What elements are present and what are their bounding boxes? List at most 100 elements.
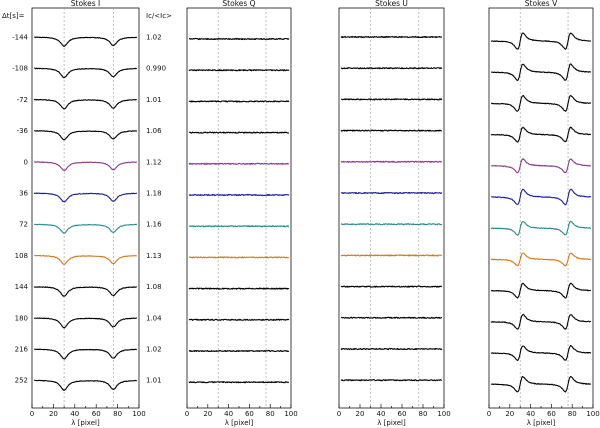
ratio-header: Iᴄ/<Iᴄ> xyxy=(146,12,172,20)
x-tick-label-3-2: 40 xyxy=(526,410,535,418)
x-tick-label-3-3: 60 xyxy=(547,410,556,418)
x-tick-label-3-5: 100 xyxy=(586,410,599,418)
profile-flat-1-row-6 xyxy=(188,225,290,228)
profile-curves xyxy=(33,32,592,393)
profile-flat-1-row-0 xyxy=(189,37,290,41)
x-tick-label-3-4: 80 xyxy=(568,410,577,418)
profile-v-3-row-0 xyxy=(490,32,591,50)
profile-i-0-row-3 xyxy=(33,130,138,141)
row-ratio-11: 1.01 xyxy=(146,377,162,385)
x-tick-label-0-1: 20 xyxy=(49,410,58,418)
x-tick-label-2-5: 100 xyxy=(437,410,450,418)
row-ratio-6: 1.16 xyxy=(146,221,162,229)
profile-i-0-row-0 xyxy=(33,36,138,47)
profile-flat-1-row-2 xyxy=(188,100,290,103)
profile-flat-2-row-3 xyxy=(340,129,443,132)
xlabel-q: λ [pixel] xyxy=(225,419,254,427)
xlabel-u: λ [pixel] xyxy=(377,419,406,427)
profile-flat-1-row-9 xyxy=(188,318,290,321)
row-ratio-5: 1.18 xyxy=(146,190,162,198)
profile-flat-2-row-8 xyxy=(340,285,442,288)
x-tick-label-1-3: 60 xyxy=(245,410,254,418)
axis-ticks: 0 20 40 60 80 100 0 20 40 60 80 100 0 20 40 60 80 100 0 20 4… xyxy=(30,404,600,418)
panel-title-q: Stokes Q xyxy=(222,0,255,8)
x-tick-label-0-4: 80 xyxy=(113,410,122,418)
panel-frame-q xyxy=(186,7,292,409)
profile-flat-2-row-4 xyxy=(340,160,443,163)
profile-v-3-row-3 xyxy=(490,126,592,143)
row-time-10: 216 xyxy=(15,346,29,354)
profile-flat-2-row-0 xyxy=(340,35,443,39)
x-tick-label-2-4: 80 xyxy=(419,410,428,418)
row-time-1: -108 xyxy=(12,65,28,73)
row-ratio-2: 1.01 xyxy=(146,96,162,104)
profile-flat-1-row-4 xyxy=(188,162,290,165)
profile-i-0-row-10 xyxy=(33,348,137,360)
x-tick-label-0-2: 40 xyxy=(70,410,79,418)
row-time-2: -72 xyxy=(17,96,28,104)
profile-flat-2-row-10 xyxy=(340,347,443,351)
x-tick-label-1-5: 100 xyxy=(284,410,297,418)
profile-v-3-row-9 xyxy=(490,313,592,330)
xlabel-i: λ [pixel] xyxy=(71,419,100,427)
profile-v-3-row-5 xyxy=(490,188,592,206)
profile-i-0-row-6 xyxy=(33,223,138,234)
row-time-5: 36 xyxy=(19,190,28,198)
panel-title-u: Stokes U xyxy=(375,0,408,8)
profile-flat-2-row-9 xyxy=(340,316,443,319)
profile-flat-1-row-3 xyxy=(188,131,289,134)
x-tick-label-0-0: 0 xyxy=(30,410,34,418)
row-ratio-7: 1.13 xyxy=(146,252,162,260)
row-ratio-4: 1.12 xyxy=(146,158,162,166)
profile-flat-2-row-6 xyxy=(340,223,443,226)
profile-flat-1-row-8 xyxy=(188,287,290,290)
profile-flat-1-row-10 xyxy=(188,349,290,353)
row-time-4: 0 xyxy=(24,158,28,166)
row-time-7: 108 xyxy=(15,252,28,260)
panel-title-v: Stokes V xyxy=(525,0,558,8)
guide-lines xyxy=(63,8,569,408)
row-ratio-1: 0.990 xyxy=(146,65,166,73)
profile-flat-1-row-1 xyxy=(188,69,290,72)
profile-v-3-row-4 xyxy=(490,158,591,174)
row-time-3: -36 xyxy=(17,127,29,135)
profile-v-3-row-11 xyxy=(490,375,592,393)
profile-flat-2-row-2 xyxy=(340,98,443,101)
x-tick-label-2-3: 60 xyxy=(398,410,407,418)
profile-v-3-row-2 xyxy=(491,94,592,112)
row-time-9: 180 xyxy=(15,314,28,322)
profile-flat-2-row-1 xyxy=(340,67,443,70)
time-header: Δt[s]= xyxy=(2,12,25,20)
profile-flat-2-row-5 xyxy=(340,191,443,195)
profile-i-0-row-9 xyxy=(33,317,138,329)
profile-i-0-row-1 xyxy=(34,67,138,79)
profile-i-0-row-8 xyxy=(33,286,138,297)
row-labels: -144 1.02 -108 0.990 -72 1.01 -36 1.06 0 1.12 36 1.… xyxy=(12,34,166,385)
x-tick-label-1-4: 80 xyxy=(266,410,275,418)
row-ratio-3: 1.06 xyxy=(146,127,162,135)
row-time-6: 72 xyxy=(19,221,28,229)
profile-v-3-row-8 xyxy=(490,282,591,299)
panel-frame-v xyxy=(488,7,594,409)
profile-flat-2-row-11 xyxy=(340,379,443,382)
x-tick-label-3-1: 20 xyxy=(505,410,514,418)
x-tick-label-1-1: 20 xyxy=(203,410,212,418)
x-tick-label-2-2: 40 xyxy=(377,410,386,418)
x-tick-label-0-5: 100 xyxy=(132,410,145,418)
profile-flat-1-row-7 xyxy=(189,256,289,259)
x-tick-label-0-3: 60 xyxy=(92,410,101,418)
profile-i-0-row-4 xyxy=(34,161,138,172)
profile-v-3-row-7 xyxy=(490,252,592,267)
profile-flat-1-row-11 xyxy=(188,381,289,384)
x-tick-label-2-1: 20 xyxy=(356,410,365,418)
profile-v-3-row-6 xyxy=(490,220,592,236)
x-tick-label-2-0: 0 xyxy=(337,410,341,418)
x-tick-label-3-0: 0 xyxy=(487,410,491,418)
row-time-11: 252 xyxy=(15,377,28,385)
x-tick-label-1-2: 40 xyxy=(224,410,233,418)
panel-title-i: Stokes I xyxy=(71,0,100,8)
profile-v-3-row-10 xyxy=(490,345,592,362)
row-time-8: 144 xyxy=(15,283,29,291)
profile-i-0-row-11 xyxy=(34,379,137,391)
